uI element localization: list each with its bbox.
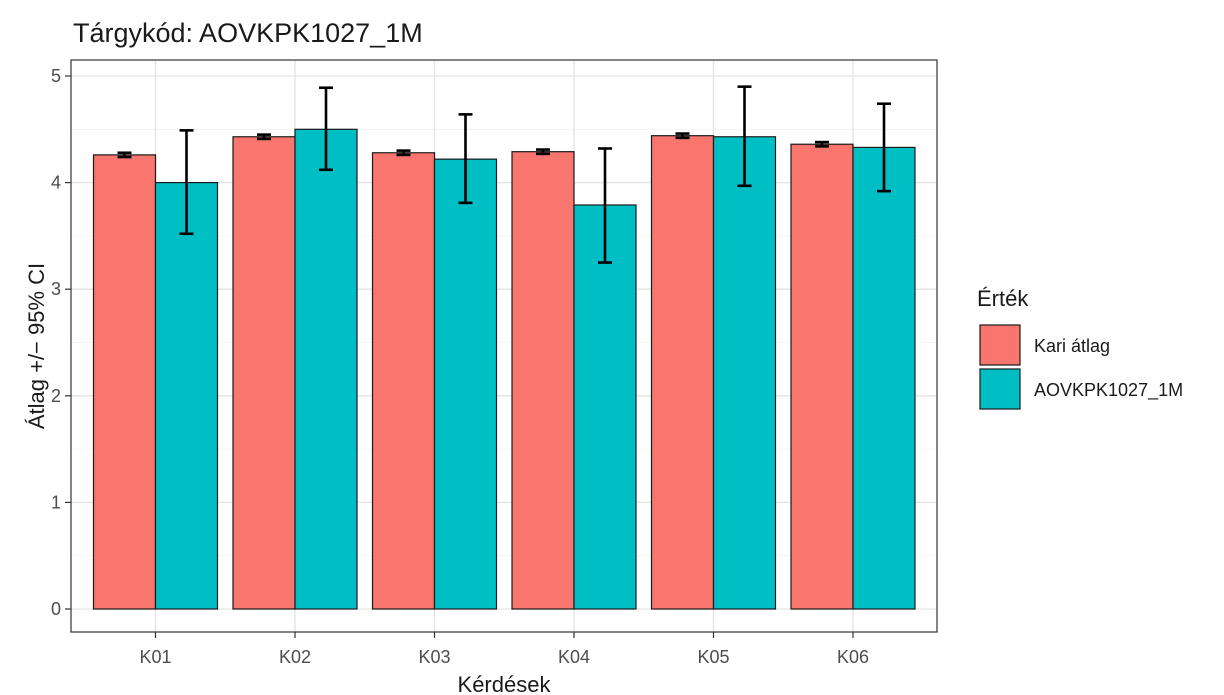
error-bar-k03-series-1	[396, 149, 411, 157]
bar-k05-series-1	[650, 135, 715, 610]
bars	[92, 128, 916, 610]
bar-k04-series-1	[511, 151, 575, 610]
plot-panel-border	[70, 59, 938, 633]
error-bar-k01-series-2	[179, 129, 194, 236]
y-axis: 0 1 2 3 4 5	[51, 66, 71, 619]
error-bar-k06-series-1	[815, 140, 829, 148]
legend-key-kari-atlag	[979, 324, 1021, 366]
bar-k06-series-2	[852, 146, 916, 610]
error-bar-k04-series-1	[536, 148, 550, 156]
bar-k05-series-2	[712, 136, 777, 610]
bar-k01-series-2	[154, 182, 219, 610]
bar-k03-series-1	[371, 152, 436, 610]
y-tick-label: 1	[51, 492, 61, 512]
error-bar-k06-series-2	[877, 102, 891, 193]
x-tick-label: K04	[558, 647, 590, 667]
y-axis-title: Átlag +/− 95% CI	[24, 263, 49, 429]
error-bars	[117, 85, 891, 264]
x-tick-label: K01	[139, 647, 171, 667]
error-bar-k05-series-1	[675, 132, 690, 140]
bar-k04-series-2	[573, 204, 637, 610]
y-tick-label: 0	[51, 599, 61, 619]
error-bar-k03-series-2	[458, 113, 473, 205]
x-tick-label: K03	[418, 647, 450, 667]
chart-title: Tárgykód: AOVKPK1027_1M	[73, 18, 423, 48]
y-tick-label: 3	[51, 279, 61, 299]
error-bar-k01-series-1	[117, 151, 132, 159]
error-bar-k02-series-2	[319, 86, 333, 172]
legend-label-kari-atlag: Kari átlag	[1034, 336, 1110, 356]
y-tick-label: 2	[51, 386, 61, 406]
legend-label-aovkpk1027-1m: AOVKPK1027_1M	[1034, 380, 1183, 401]
x-tick-label: K05	[697, 647, 729, 667]
bar-k02-series-2	[294, 128, 358, 610]
bar-k06-series-1	[790, 143, 854, 610]
bar-k01-series-1	[92, 154, 157, 610]
x-tick-label: K06	[837, 647, 869, 667]
y-tick-label: 5	[51, 66, 61, 86]
bar-k02-series-1	[232, 136, 296, 610]
error-bar-k04-series-2	[598, 147, 612, 264]
bar-k03-series-2	[433, 158, 498, 610]
legend: Érték Kari átlag AOVKPK1027_1M	[977, 286, 1183, 410]
error-bar-k05-series-2	[737, 85, 752, 188]
error-bar-k02-series-1	[257, 133, 271, 141]
legend-title: Érték	[977, 286, 1029, 311]
x-tick-label: K02	[279, 647, 311, 667]
x-axis: K01 K02 K03 K04 K05 K06	[139, 632, 869, 667]
legend-key-aovkpk1027-1m	[979, 368, 1021, 410]
x-axis-title: Kérdések	[458, 672, 552, 695]
y-tick-label: 4	[51, 173, 61, 193]
